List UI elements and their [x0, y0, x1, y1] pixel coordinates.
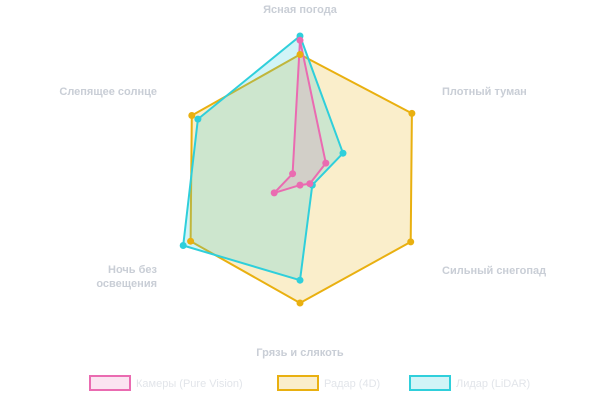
series-0-point-3[interactable] [296, 181, 304, 189]
series-2-point-5[interactable] [194, 115, 202, 123]
axis-labels: Ясная погода Плотный туман Сильный снегопа… [59, 4, 546, 359]
legend-swatch-0 [89, 375, 131, 391]
legend-item-1[interactable]: Радар (4D) [277, 375, 380, 391]
series-1-point-4[interactable] [187, 237, 195, 245]
axis-label-1: Плотный туман [442, 86, 527, 98]
axis-label-2: Сильный снегопад [442, 265, 546, 277]
legend-swatch-2 [409, 375, 451, 391]
series-0-point-0[interactable] [296, 36, 304, 44]
series-2-point-4[interactable] [179, 242, 187, 249]
axis-label-5: Слепящее солнце [59, 86, 157, 98]
series-0-point-5[interactable] [289, 170, 297, 178]
axis-label-0: Ясная погода [263, 4, 338, 16]
axis-label-4: Ночь без освещения [96, 264, 157, 290]
series-1-point-3[interactable] [296, 299, 304, 307]
series-0-point-2[interactable] [306, 180, 314, 188]
axis-label-3: Грязь и слякоть [256, 347, 344, 359]
series-1-point-1[interactable] [408, 109, 416, 117]
legend-label-2: Лидар (LiDAR) [456, 378, 530, 390]
legend-item-0[interactable]: Камеры (Pure Vision) [89, 375, 243, 391]
legend-item-2[interactable]: Лидар (LiDAR) [409, 375, 530, 391]
legend-label-0: Камеры (Pure Vision) [136, 378, 243, 390]
series-1-point-5[interactable] [188, 112, 196, 119]
series-areas [182, 35, 413, 304]
series-2-point-1[interactable] [339, 149, 347, 157]
series-0-point-1[interactable] [322, 159, 330, 167]
series-1-point-0[interactable] [296, 51, 304, 58]
legend-label-1: Радар (4D) [324, 378, 380, 390]
series-1-point-2[interactable] [407, 238, 415, 246]
legend-swatch-1 [277, 375, 319, 391]
series-points [179, 32, 416, 307]
legend[interactable]: Камеры (Pure Vision) Радар (4D) Лидар (LiD… [89, 375, 530, 391]
series-0-point-4[interactable] [270, 189, 278, 197]
series-2-point-3[interactable] [296, 276, 304, 284]
